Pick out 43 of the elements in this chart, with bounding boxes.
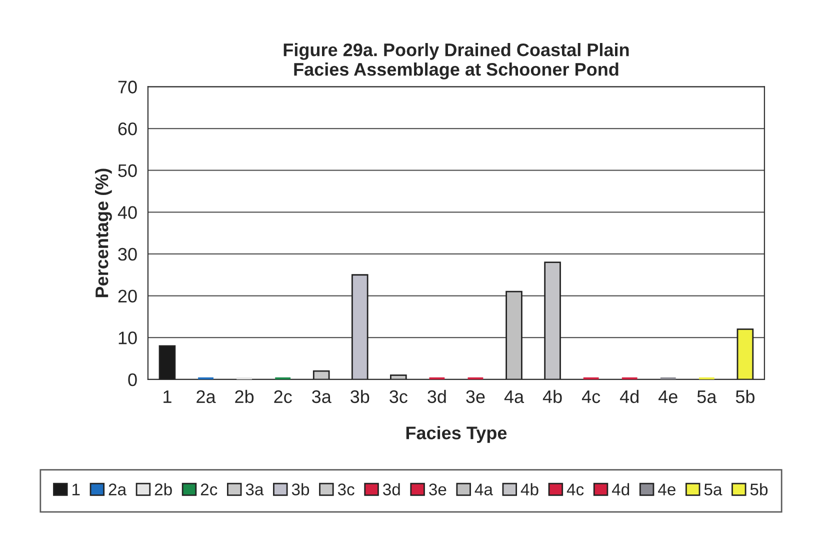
legend-label: 4b bbox=[520, 483, 538, 496]
legend-label: 5a bbox=[704, 484, 722, 496]
legend-label: 3a bbox=[246, 484, 264, 496]
legend-label: 5b bbox=[750, 483, 768, 496]
x-axis-title: Facies Type bbox=[406, 426, 507, 443]
legend-label: 4c bbox=[566, 484, 584, 496]
legend-label: 3b bbox=[292, 483, 310, 496]
legend-label: 2c bbox=[200, 484, 218, 496]
x-tick-label: 2b bbox=[235, 390, 254, 404]
y-tick-label: 20 bbox=[118, 290, 137, 302]
legend-label: 2b bbox=[154, 483, 172, 496]
legend-label: 4e bbox=[658, 484, 676, 496]
y-tick-label: 0 bbox=[128, 373, 137, 386]
y-tick-label: 40 bbox=[118, 206, 137, 219]
x-tick-label: 4a bbox=[504, 390, 524, 404]
y-axis-title: Percentage (%) bbox=[94, 168, 112, 298]
x-tick-label: 3c bbox=[390, 390, 408, 404]
x-tick-label: 5b bbox=[736, 390, 754, 404]
x-tick-label: 4b bbox=[542, 390, 562, 404]
x-tick-label: 5a bbox=[697, 390, 717, 404]
y-tick-label: 50 bbox=[118, 164, 137, 178]
x-tick-label: 4d bbox=[620, 390, 638, 404]
x-tick-label: 3a bbox=[312, 390, 332, 404]
y-tick-label: 30 bbox=[118, 248, 137, 261]
x-tick-label: 2c bbox=[274, 390, 292, 404]
x-tick-label: 2a bbox=[196, 390, 216, 404]
x-tick-label: 4c bbox=[582, 390, 600, 404]
y-tick-label: 60 bbox=[118, 122, 137, 136]
legend-label: 3c bbox=[338, 484, 354, 496]
legend-label: 4d bbox=[612, 483, 630, 496]
chart-title: Figure 29a. Poorly Drained Coastal Plain Facies Assemblage at Schooner Pond bbox=[284, 42, 629, 80]
legend-label: 3e bbox=[429, 484, 446, 496]
x-tick-label: 3b bbox=[350, 390, 370, 404]
legend-label: 3d bbox=[382, 483, 400, 496]
legend-label: 2a bbox=[108, 484, 127, 496]
x-tick-label: 1 bbox=[164, 390, 172, 403]
x-tick-label: 3d bbox=[428, 390, 446, 404]
x-tick-label: 3e bbox=[466, 390, 485, 404]
legend-label: 1 bbox=[72, 484, 80, 496]
y-tick-label: 10 bbox=[118, 332, 137, 344]
y-tick-label: 70 bbox=[118, 80, 137, 94]
x-tick-label: 4e bbox=[658, 390, 678, 404]
legend-label: 4a bbox=[474, 484, 493, 496]
